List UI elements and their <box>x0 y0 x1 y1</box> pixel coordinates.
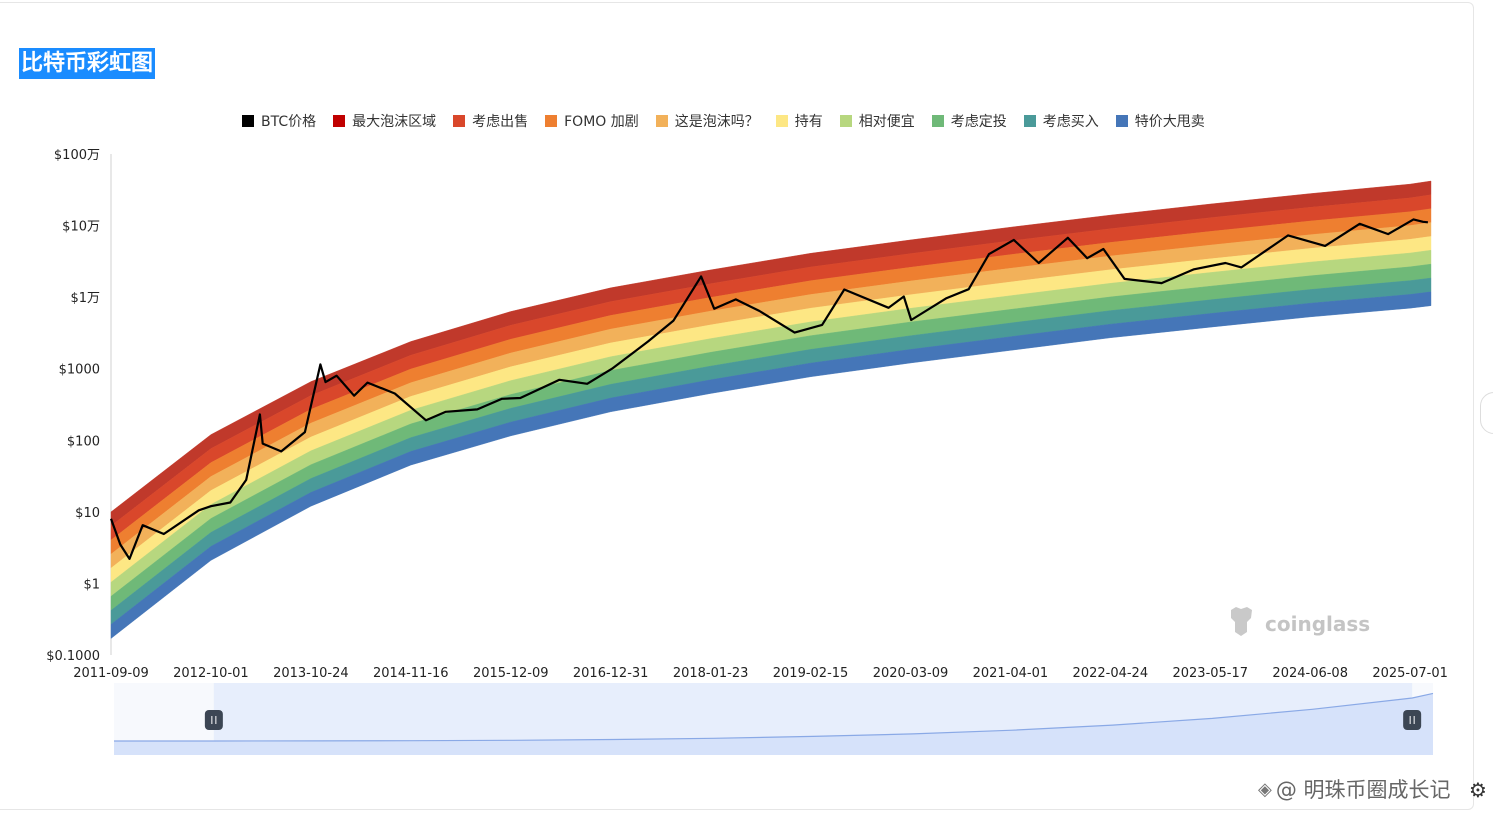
legend-swatch <box>839 115 852 127</box>
legend-item[interactable]: FOMO 加剧 <box>545 111 639 131</box>
legend-label: 考虑定投 <box>950 114 1007 130</box>
x-tick-label: 2023-05-17 <box>1172 666 1248 681</box>
legend-swatch <box>1115 115 1128 127</box>
coinglass-watermark-text: coinglass <box>1265 612 1370 636</box>
y-tick-label: $1万 <box>70 291 100 306</box>
x-tick-label: 2025-07-01 <box>1372 666 1448 681</box>
legend-item[interactable]: 特价大甩卖 <box>1115 111 1205 131</box>
legend-swatch <box>453 115 466 127</box>
legend-item[interactable]: 相对便宜 <box>839 111 915 131</box>
gear-icon[interactable]: ⚙ <box>1469 778 1487 802</box>
diamond-logo-icon: ◈ <box>1258 778 1272 800</box>
x-tick-label: 2014-11-16 <box>373 666 449 681</box>
rainbow-band <box>110 291 1432 639</box>
footer-watermark: ◈ @ 明珠币圈成长记 <box>1258 774 1451 804</box>
x-tick-label: 2012-10-01 <box>173 666 249 681</box>
y-tick-label: $1 <box>83 577 100 592</box>
legend-item[interactable]: 这是泡沫吗？ <box>655 111 759 131</box>
y-tick-label: $0.1000 <box>46 649 100 664</box>
legend-swatch <box>1023 115 1036 127</box>
navigator-handle-right[interactable] <box>1403 710 1422 730</box>
legend-swatch <box>655 115 668 127</box>
legend-label: 持有 <box>794 114 823 130</box>
x-tick-label: 2011-09-09 <box>73 666 149 681</box>
legend-label: 考虑买入 <box>1042 114 1099 130</box>
legend-swatch <box>242 115 254 127</box>
x-tick-label: 2018-01-23 <box>673 666 749 681</box>
x-tick-label: 2015-12-09 <box>473 666 549 681</box>
legend-item[interactable]: 考虑定投 <box>931 111 1007 131</box>
navigator-area <box>114 693 1433 755</box>
legend-label: 这是泡沫吗？ <box>674 114 759 130</box>
y-tick-label: $10 <box>75 506 100 521</box>
legend-swatch <box>775 115 788 127</box>
legend-swatch <box>333 115 346 127</box>
legend-item[interactable]: 持有 <box>775 111 823 131</box>
coinglass-watermark: coinglass <box>1231 607 1370 636</box>
footer-watermark-text: @ 明珠币圈成长记 <box>1275 778 1451 802</box>
coinglass-logo-icon <box>1231 607 1252 636</box>
side-expand-tab[interactable] <box>1480 392 1493 434</box>
legend-swatch <box>931 115 944 127</box>
navigator-line <box>114 692 1434 742</box>
legend-item[interactable]: 最大泡沫区域 <box>333 111 436 131</box>
page-title: 比特币彩虹图 <box>19 48 156 79</box>
chart-legend: BTC价格 最大泡沫区域 考虑出售 FOMO 加剧 这是泡沫吗？ 持有 相对便宜 考虑定投 考虑… <box>242 111 1205 131</box>
x-tick-label: 2021-04-01 <box>973 666 1049 681</box>
legend-label: 考虑出售 <box>472 114 529 130</box>
legend-item[interactable]: 考虑出售 <box>453 111 528 131</box>
legend-label: 相对便宜 <box>858 114 915 130</box>
legend-label: FOMO 加剧 <box>564 114 639 130</box>
y-tick-label: $100万 <box>54 148 100 163</box>
y-tick-label: $100 <box>67 434 100 449</box>
x-tick-label: 2013-10-24 <box>273 666 349 681</box>
y-tick-label: $1000 <box>59 363 100 378</box>
y-tick-label: $10万 <box>62 220 100 235</box>
x-tick-label: 2020-03-09 <box>873 666 949 681</box>
x-tick-label: 2019-02-15 <box>773 666 849 681</box>
x-tick-label: 2016-12-31 <box>573 666 649 681</box>
navigator-handle-left[interactable] <box>204 710 223 730</box>
legend-label: 特价大甩卖 <box>1134 114 1205 130</box>
legend-item[interactable]: BTC价格 <box>242 111 316 131</box>
x-tick-label: 2024-06-08 <box>1272 666 1348 681</box>
legend-label: BTC价格 <box>261 114 317 130</box>
x-tick-label: 2022-04-24 <box>1073 666 1149 681</box>
legend-swatch <box>545 115 558 127</box>
btc-price-line <box>109 218 1429 560</box>
legend-label: 最大泡沫区域 <box>352 114 437 130</box>
legend-item[interactable]: 考虑买入 <box>1023 111 1099 131</box>
